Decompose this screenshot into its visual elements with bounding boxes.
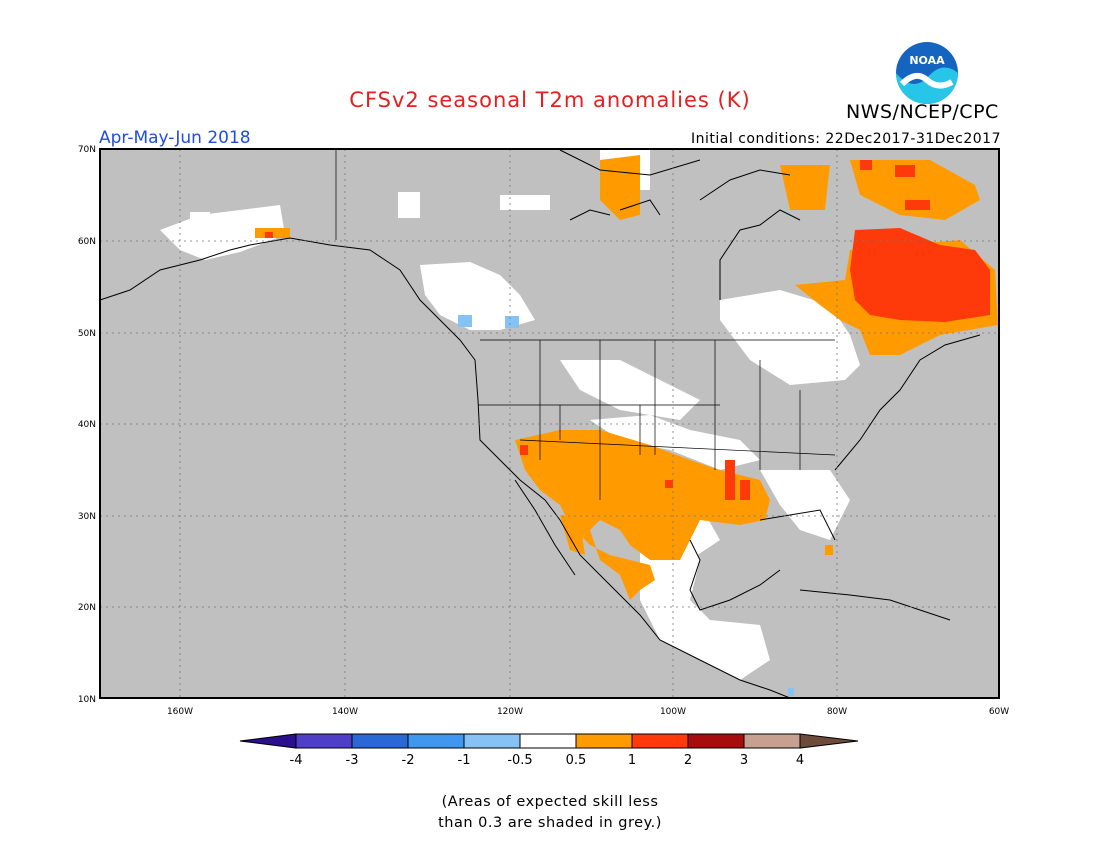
initial-conditions-label: Initial conditions: 22Dec2017-31Dec2017 — [691, 131, 1001, 147]
lat-label: 50N — [78, 329, 96, 339]
lat-label: 40N — [78, 420, 96, 430]
colorbar-tick: -4 — [290, 753, 303, 768]
lon-label: 160W — [167, 707, 193, 717]
state-borders — [335, 150, 836, 500]
lon-label: 120W — [497, 707, 523, 717]
colorbar-tick: -3 — [346, 753, 359, 768]
colorbar-segment — [295, 733, 353, 749]
lon-label: 100W — [660, 707, 686, 717]
colorbar-segment — [463, 733, 521, 749]
colorbar-segment — [407, 733, 465, 749]
lat-label: 10N — [78, 695, 96, 705]
warm-areas-1-to-2 — [265, 160, 990, 500]
colorbar-tick: 2 — [684, 753, 692, 768]
colorbar-segment — [631, 733, 689, 749]
lat-label: 70N — [78, 145, 96, 155]
lon-label: 140W — [332, 707, 358, 717]
season-label: Apr-May-Jun 2018 — [99, 128, 251, 148]
colorbar-tick: 3 — [740, 753, 748, 768]
lat-label: 30N — [78, 512, 96, 522]
map-title: CFSv2 seasonal T2m anomalies (K) — [349, 88, 751, 112]
colorbar-segment — [351, 733, 409, 749]
colorbar-segment — [743, 733, 801, 749]
coastlines — [99, 149, 981, 699]
skill-note-line-1: (Areas of expected skill less — [441, 794, 659, 810]
skill-note-line-2: than 0.3 are shaded in grey.) — [438, 815, 662, 831]
colorbar-tick: -2 — [402, 753, 415, 768]
colorbar-segment — [519, 733, 577, 749]
colorbar-tick: -0.5 — [507, 753, 532, 768]
map-frame — [99, 148, 1000, 699]
noaa-logo-icon: NOAA — [896, 42, 958, 104]
skill-note: (Areas of expected skill less than 0.3 a… — [0, 792, 1100, 834]
logo-text: NOAA — [909, 54, 945, 67]
colorbar-tick: 4 — [796, 753, 804, 768]
colorbar-segment — [687, 733, 745, 749]
colorbar-right-arrow — [799, 733, 859, 749]
lat-label: 60N — [78, 237, 96, 247]
colorbar: -4 -3 -2 -1 -0.5 0.5 1 2 3 4 — [239, 733, 859, 768]
lon-label: 60W — [989, 707, 1009, 717]
lat-lon-grid — [100, 149, 999, 698]
slight-cold-areas — [458, 315, 794, 696]
lat-label: 20N — [78, 603, 96, 613]
colorbar-tick: -1 — [458, 753, 471, 768]
colorbar-tick: 0.5 — [566, 753, 587, 768]
colorbar-segment — [575, 733, 633, 749]
lon-label: 80W — [827, 707, 847, 717]
organization-label: NWS/NCEP/CPC — [846, 101, 999, 123]
colorbar-tick: 1 — [628, 753, 636, 768]
colorbar-left-arrow — [239, 733, 297, 749]
